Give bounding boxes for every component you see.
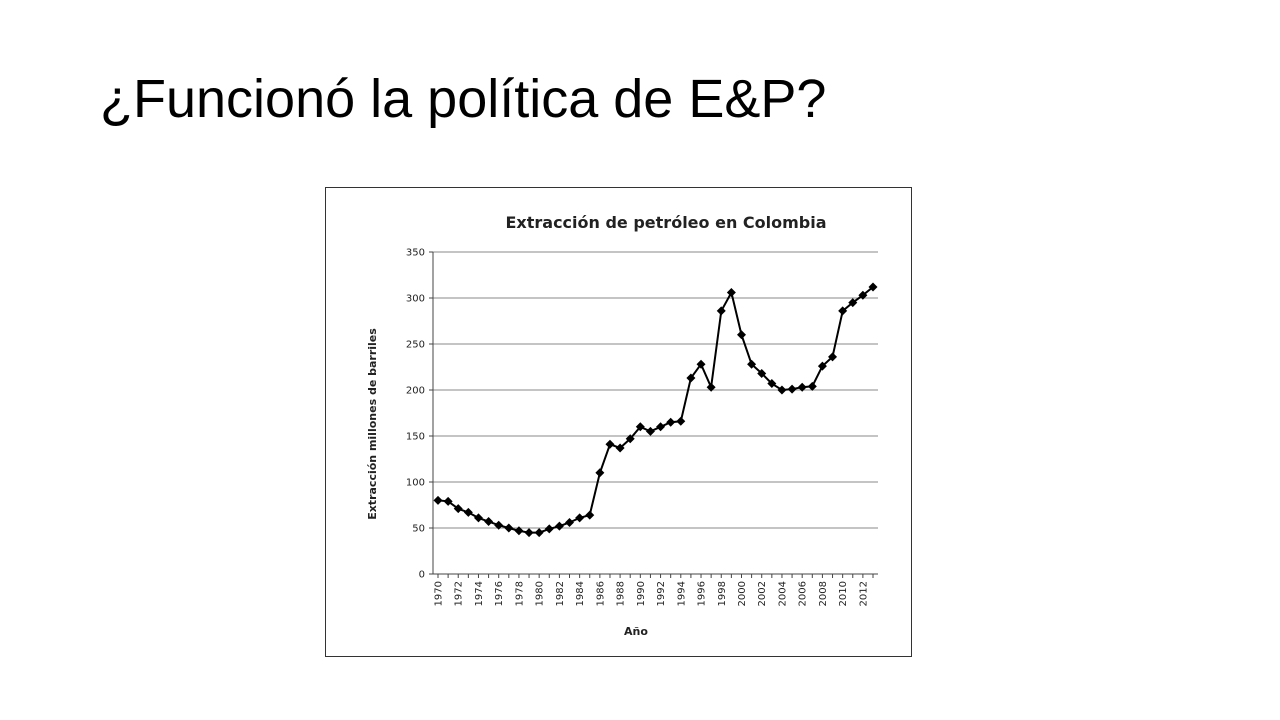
data-point xyxy=(554,521,564,531)
y-axis-ticks: 0 50 100 150 200 250 300 350 xyxy=(406,248,433,581)
x-tick-label: 1972 xyxy=(454,581,465,606)
series-line xyxy=(437,286,874,534)
x-tick-label: 1988 xyxy=(616,581,627,606)
series-path xyxy=(437,286,874,534)
data-point xyxy=(575,513,585,523)
data-point xyxy=(726,287,736,297)
data-point xyxy=(565,517,575,527)
data-point xyxy=(453,504,463,514)
data-point xyxy=(544,524,554,534)
chart-axes xyxy=(432,252,878,575)
series-markers xyxy=(433,282,878,538)
data-point xyxy=(858,290,868,300)
data-point xyxy=(716,306,726,316)
data-point xyxy=(463,507,473,517)
data-point xyxy=(524,528,534,538)
data-point xyxy=(696,359,706,369)
x-tick-label: 1978 xyxy=(514,581,525,606)
y-tick-label: 0 xyxy=(419,570,425,581)
data-point xyxy=(484,517,494,527)
data-point xyxy=(736,330,746,340)
data-point xyxy=(767,379,777,389)
x-tick-label: 1984 xyxy=(575,581,586,606)
x-axis-label: Año xyxy=(624,625,648,638)
data-point xyxy=(473,513,483,523)
chart-gridlines xyxy=(433,251,878,529)
data-point xyxy=(747,359,757,369)
data-point xyxy=(686,373,696,383)
data-point xyxy=(706,382,716,392)
data-point xyxy=(494,520,504,530)
x-tick-label: 1994 xyxy=(676,581,687,606)
x-tick-label: 2010 xyxy=(838,581,849,606)
data-point xyxy=(817,361,827,371)
y-tick-label: 150 xyxy=(406,432,425,443)
data-point xyxy=(757,368,767,378)
data-point xyxy=(514,526,524,536)
data-point xyxy=(666,417,676,427)
x-axis-ticks: 1970 1972 1974 1976 1978 1980 1982 1984 1986 1988… xyxy=(434,574,874,606)
data-point xyxy=(504,523,514,533)
x-tick-label: 2004 xyxy=(777,581,788,606)
x-tick-label: 1998 xyxy=(717,581,728,606)
x-tick-label: 1982 xyxy=(555,581,566,606)
y-tick-label: 250 xyxy=(406,340,425,351)
x-tick-label: 1970 xyxy=(434,581,445,606)
data-point xyxy=(848,298,858,308)
x-tick-label: 1996 xyxy=(697,581,708,606)
data-point xyxy=(797,382,807,392)
x-tick-label: 1990 xyxy=(636,581,647,606)
x-tick-label: 1992 xyxy=(656,581,667,606)
data-point xyxy=(807,381,817,391)
y-tick-label: 100 xyxy=(406,478,425,489)
data-point xyxy=(625,434,635,444)
chart-frame: Extracción de petróleo en Colombia 0 50 10… xyxy=(325,187,912,657)
x-tick-label: 2000 xyxy=(737,581,748,606)
x-tick-label: 1980 xyxy=(535,581,546,606)
slide-title: ¿Funcionó la política de E&P? xyxy=(100,69,827,129)
data-point xyxy=(838,306,848,316)
chart-title: Extracción de petróleo en Colombia xyxy=(505,213,826,232)
x-tick-label: 2002 xyxy=(757,581,768,606)
x-tick-label: 2006 xyxy=(798,581,809,606)
data-point xyxy=(676,416,686,426)
data-point xyxy=(443,496,453,506)
y-tick-label: 50 xyxy=(412,524,425,535)
x-tick-label: 1976 xyxy=(494,581,505,606)
data-point xyxy=(656,422,666,432)
data-point xyxy=(605,439,615,449)
x-tick-label: 2008 xyxy=(818,581,829,606)
data-point xyxy=(635,422,645,432)
y-axis-label: Extracción millones de barriles xyxy=(366,328,379,520)
data-point xyxy=(433,495,443,505)
data-point xyxy=(645,426,655,436)
data-point xyxy=(585,510,595,520)
data-point xyxy=(595,468,605,478)
data-point xyxy=(828,352,838,362)
x-tick-label: 2012 xyxy=(858,581,869,606)
y-tick-label: 300 xyxy=(406,294,425,305)
data-point xyxy=(615,443,625,453)
y-tick-label: 350 xyxy=(406,248,425,259)
oil-extraction-chart: Extracción de petróleo en Colombia 0 50 10… xyxy=(366,213,878,638)
data-point xyxy=(868,282,878,292)
x-tick-label: 1986 xyxy=(595,581,606,606)
data-point xyxy=(777,385,787,395)
y-tick-label: 200 xyxy=(406,386,425,397)
data-point xyxy=(534,528,544,538)
x-tick-label: 1974 xyxy=(474,581,485,606)
data-point xyxy=(787,384,797,394)
